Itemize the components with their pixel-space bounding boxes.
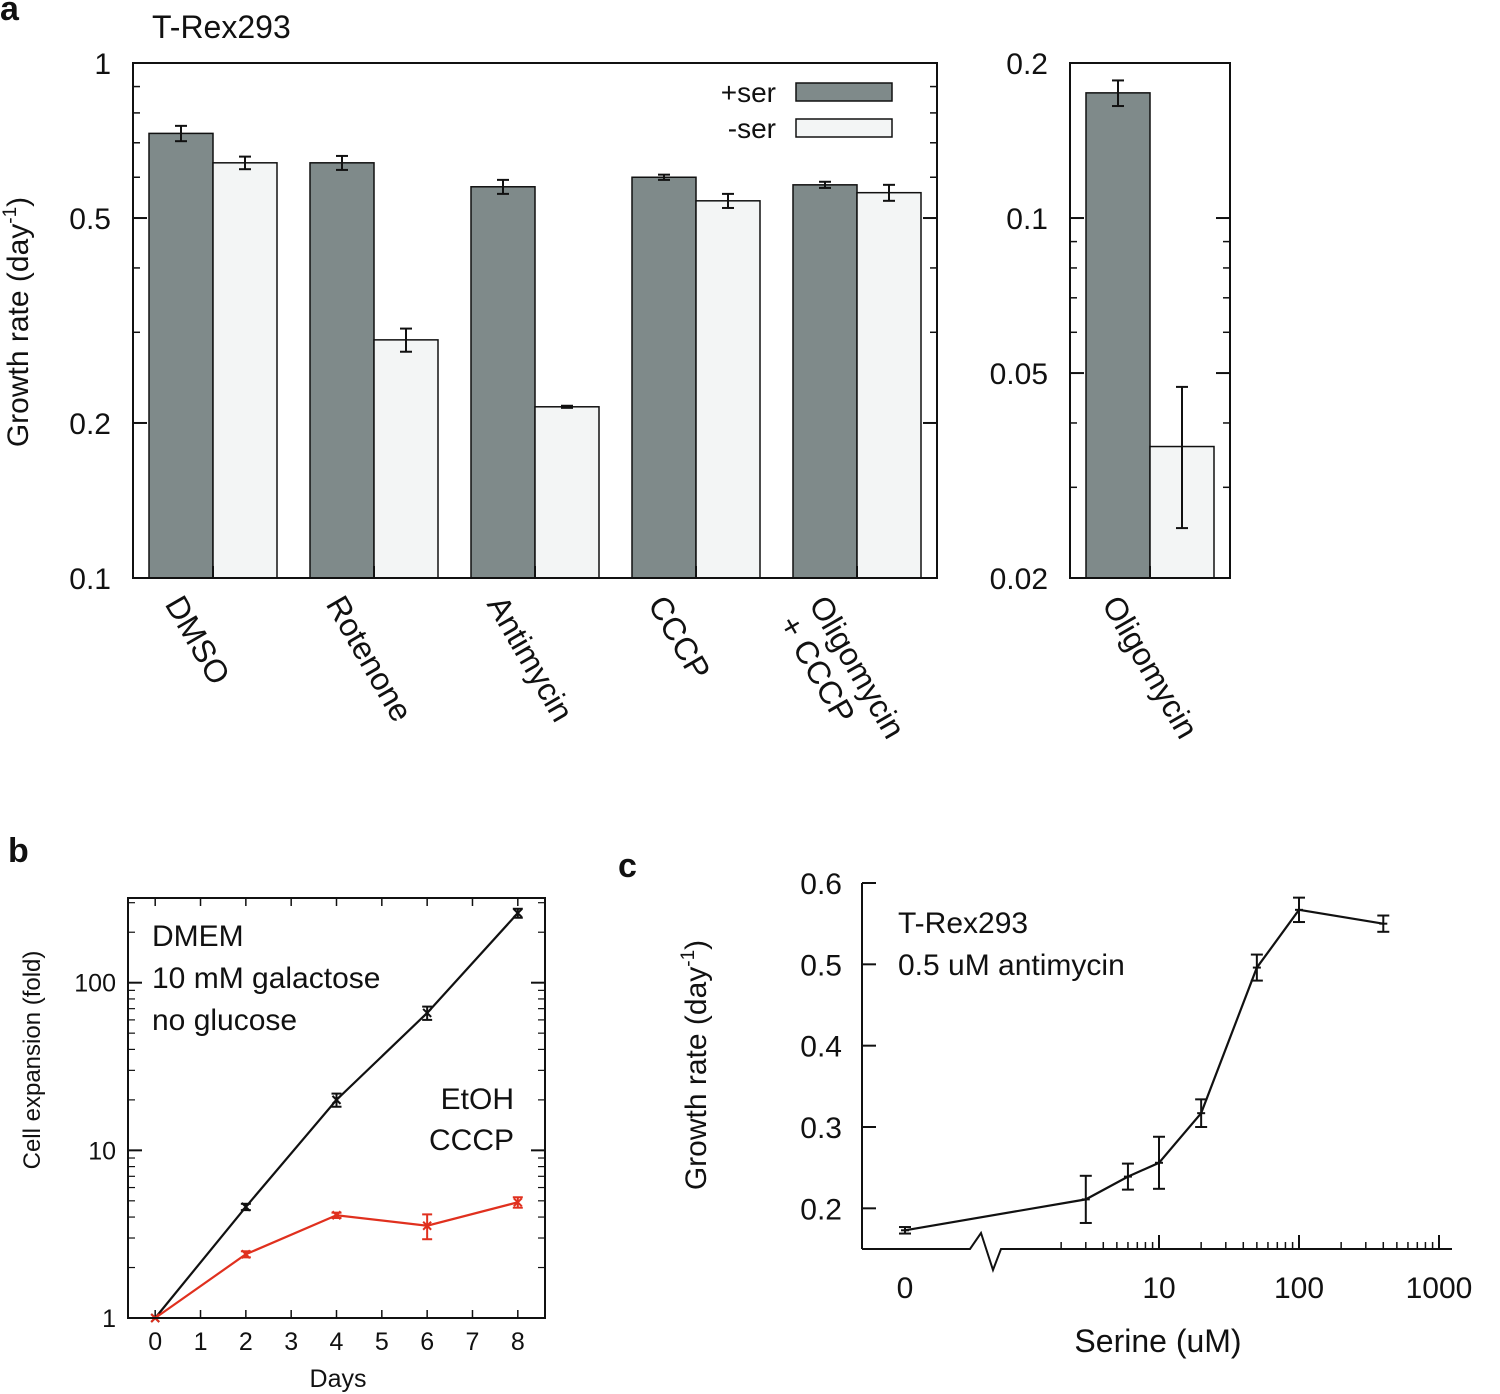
category-label-2: Antimycin [480, 590, 581, 728]
panel-b-legend-cccp: CCCP [429, 1124, 514, 1157]
panel-b-series [150, 907, 523, 1323]
x-tick-label: 100 [1274, 1272, 1324, 1305]
x-tick-label: 7 [466, 1328, 480, 1356]
panel-a-oligomycin-bars [1085, 79, 1215, 579]
x-tick-label: 8 [511, 1328, 525, 1356]
y-tick-label: 1 [102, 1305, 116, 1333]
y-tick-label: 0.5 [800, 949, 842, 982]
panel-a-oligomycin-category-labels: Oligomycin [1095, 566, 1205, 745]
bar-plus-ser-1 [309, 162, 375, 579]
y-tick-label: 0.1 [1006, 203, 1048, 236]
panel-c-annotation-line-2: 0.5 uM antimycin [898, 949, 1125, 982]
series-line-cccp [154, 1201, 519, 1319]
point-etoh-4 [513, 908, 523, 918]
bar-plus-ser-0 [1085, 92, 1151, 579]
panel-letter-a: a [0, 0, 20, 28]
y-tick-label: 0.2 [1006, 48, 1048, 81]
point-etoh-1 [241, 1202, 251, 1212]
panel-a-legend: +ser -ser [721, 77, 893, 144]
panel-letter-b: b [8, 832, 29, 870]
panel-a-main: T-Rex293 Growth rate (day-1) 0.10.20.51 … [0, 9, 938, 763]
panel-a-bars [148, 124, 922, 579]
bar-plus-ser-4 [792, 184, 858, 579]
panel-letter-c: c [618, 847, 637, 885]
panel-c: Growth rate (day-1) Serine (uM) 0.20.30.… [678, 868, 1472, 1359]
x-tick-label: 5 [375, 1328, 389, 1356]
point-cccp-2 [331, 1210, 342, 1220]
bar-minus-ser-3 [695, 200, 761, 579]
x-tick-label: 10 [1142, 1272, 1175, 1305]
legend-plus-ser-label: +ser [721, 77, 776, 108]
panel-b-plot-frame [127, 897, 546, 1319]
point-cccp-1 [241, 1249, 251, 1259]
series-line-serine [904, 908, 1384, 1232]
bar-minus-ser-0 [212, 162, 278, 579]
bar-plus-ser-2 [470, 186, 536, 579]
bar-plus-ser-3 [631, 176, 697, 579]
panel-c-x-axis-label: Serine (uM) [1074, 1323, 1241, 1359]
panel-b-annotation-line-1: DMEM [152, 920, 244, 953]
y-tick-label: 0.6 [800, 868, 842, 901]
x-tick-label: 2 [239, 1328, 253, 1356]
panel-a-title: T-Rex293 [152, 9, 291, 45]
panel-b-x-axis-label: Days [310, 1365, 367, 1393]
panel-a-plot-frame [132, 62, 938, 579]
y-tick-label: 0.3 [800, 1112, 842, 1145]
y-tick-label: 10 [88, 1137, 116, 1165]
bar-minus-ser-4 [856, 191, 922, 579]
panel-a-y-ticks: 0.1 0.2 0.5 1 [69, 48, 937, 596]
y-tick-label: 1 [94, 48, 111, 81]
panel-a-oligomycin-plot-frame [1069, 62, 1231, 579]
category-label-1: Rotenone [319, 590, 420, 728]
y-tick-label: 100 [74, 970, 116, 998]
panel-b-legend-etoh: EtOH [441, 1083, 514, 1116]
y-tick-label: 0.02 [990, 563, 1048, 596]
panel-b-annotation-line-3: no glucose [152, 1004, 297, 1037]
x-tick-label: 4 [330, 1328, 344, 1356]
panel-b-annotation-line-2: 10 mM galactose [152, 962, 380, 995]
legend-minus-ser-label: -ser [728, 113, 776, 144]
y-tick-label: 0.05 [990, 358, 1048, 391]
x-axis-line-broken [862, 1230, 1452, 1274]
point-cccp-3 [422, 1221, 432, 1231]
legend-minus-ser-swatch [795, 118, 893, 138]
category-label-3: CCCP [641, 590, 718, 687]
panel-a-y-axis-label: Growth rate (day-1) [0, 197, 35, 447]
y-tick-label: 0.1 [69, 563, 111, 596]
y-tick-label: 0.5 [69, 203, 111, 236]
panel-c-annotation-line-1: T-Rex293 [898, 907, 1028, 940]
y-tick-label: 0.4 [800, 1031, 842, 1064]
point-etoh-2 [331, 1095, 342, 1105]
panel-b-y-axis-label: Cell expansion (fold) [19, 951, 46, 1170]
y-tick-label: 0.2 [69, 408, 111, 441]
panel-a-oligomycin: 0.02 0.05 0.1 0.2 Oligomycin [990, 48, 1231, 745]
x-tick-label: 3 [284, 1328, 298, 1356]
x-tick-label: 0 [148, 1328, 162, 1356]
panel-c-ticks: 0.2 0.3 0.4 0.5 0.6 0 10 100 1000 [800, 868, 1472, 1305]
category-label-4: Oligomycin+ CCCP [771, 590, 912, 763]
bar-minus-ser-2 [534, 406, 600, 579]
x-tick-label: 6 [420, 1328, 434, 1356]
category-label-0: DMSO [158, 590, 237, 691]
panel-b-ticks: 0 1 2 3 4 5 6 7 8 1 10 100 [74, 898, 545, 1356]
category-label-0: Oligomycin [1095, 590, 1205, 745]
panel-c-y-axis-label: Growth rate (day-1) [678, 940, 713, 1190]
panel-c-series [899, 896, 1390, 1235]
x-tick-label: 0 [897, 1272, 914, 1305]
bar-plus-ser-0 [148, 132, 214, 579]
panel-a-category-labels: DMSO Rotenone Antimycin CCCP Oligomycin+ CCC… [158, 566, 912, 763]
y-tick-label: 0.2 [800, 1193, 842, 1226]
x-tick-label: 1 [194, 1328, 208, 1356]
bar-minus-ser-1 [373, 339, 439, 579]
panel-b: Cell expansion (fold) Days 0 1 2 3 4 5 6 7 8 1 10 1… [19, 897, 546, 1393]
legend-plus-ser-swatch [795, 82, 893, 102]
point-etoh-3 [422, 1008, 432, 1018]
point-cccp-4 [513, 1197, 523, 1207]
x-tick-label: 1000 [1406, 1272, 1473, 1305]
